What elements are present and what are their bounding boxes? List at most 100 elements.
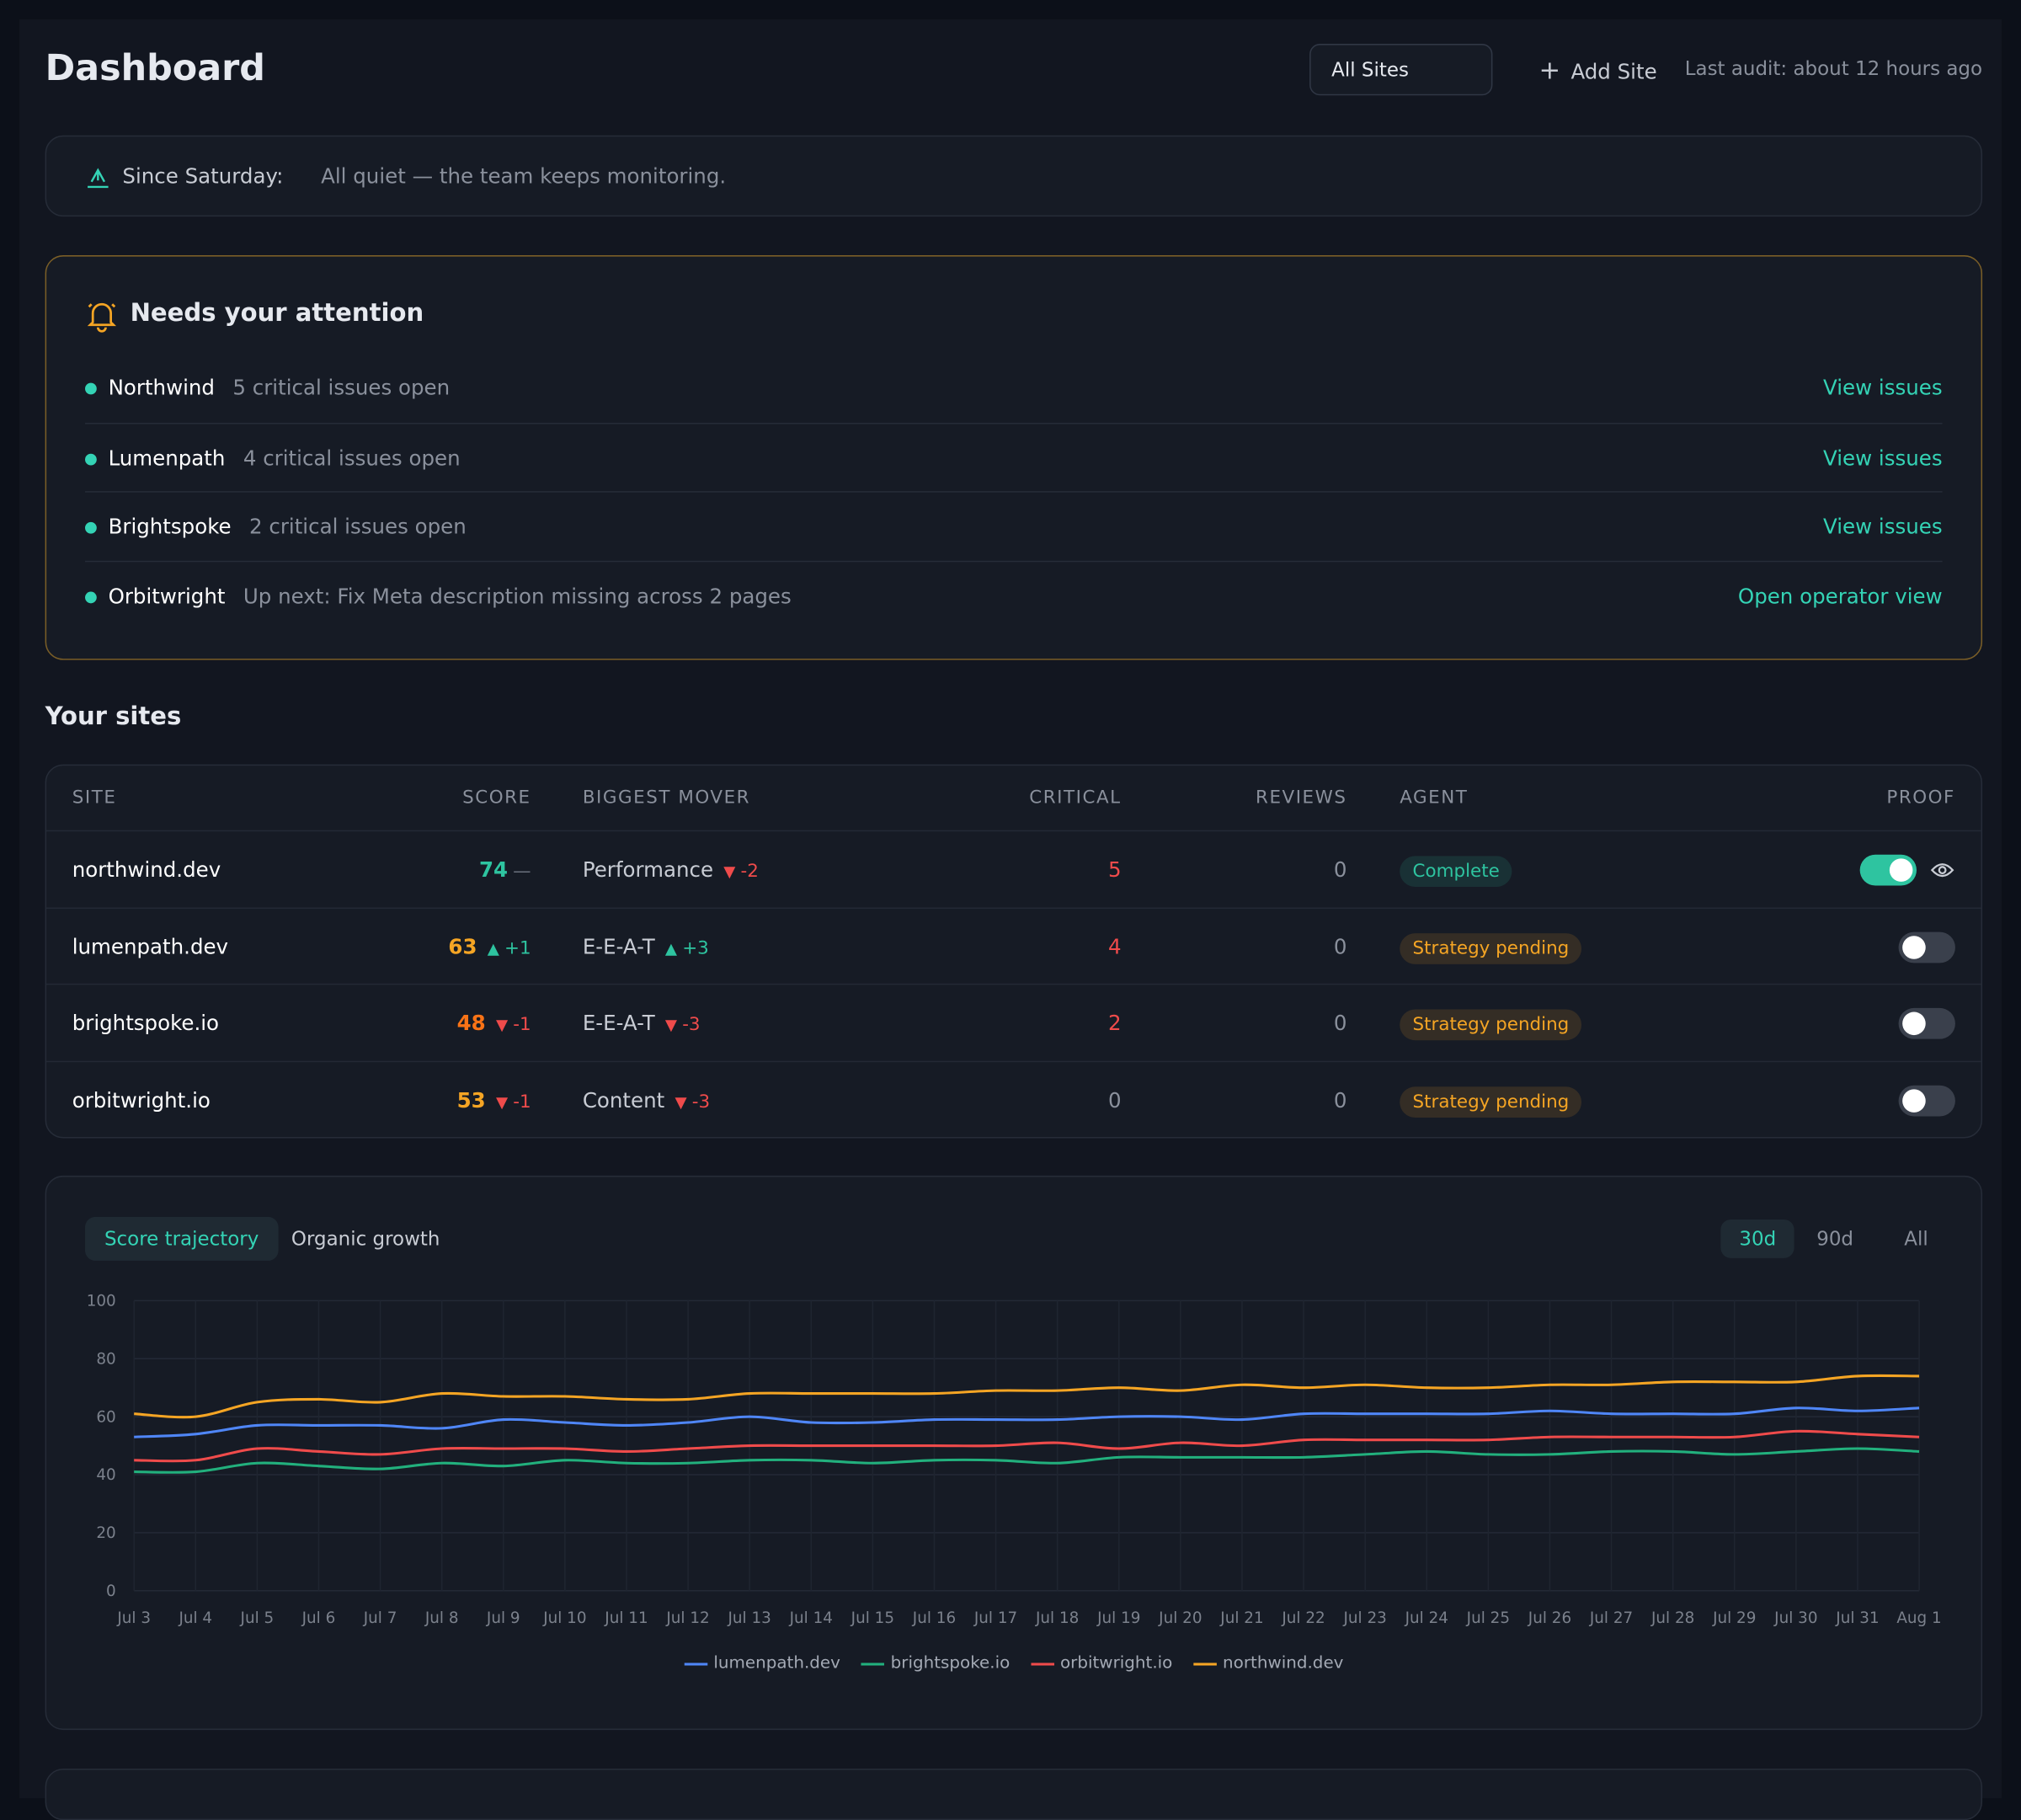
legend-label: northwind.dev — [1223, 1653, 1344, 1673]
critical: 5 — [1108, 857, 1122, 882]
score: 53 — [456, 1087, 486, 1113]
y-tick-label: 0 — [106, 1582, 116, 1600]
column-header: SCORE — [462, 787, 531, 809]
delta-arrow: ▲ — [664, 939, 678, 958]
view-proof-icon[interactable] — [1929, 857, 1955, 883]
page-title: Dashboard — [45, 46, 265, 89]
next-card — [45, 1768, 1983, 1820]
attention-site: Northwind — [108, 375, 215, 400]
site-row: northwind.dev 74— Performance ▼ -2 5 0 Complete — [46, 830, 1981, 909]
series-line — [134, 1406, 1920, 1438]
attention-action[interactable]: View issues — [1823, 375, 1943, 400]
column-header: CRITICAL — [1029, 787, 1122, 809]
chart-tab[interactable]: Organic growth — [291, 1227, 440, 1251]
bell-icon — [87, 302, 117, 333]
site-select[interactable]: All Sites — [1309, 44, 1493, 96]
x-tick-label: Jul 21 — [1219, 1609, 1263, 1627]
x-tick-label: Jul 18 — [1035, 1609, 1079, 1627]
score-delta: — — [513, 861, 531, 882]
reviews: 0 — [1333, 1010, 1347, 1036]
site-name: lumenpath.dev — [72, 933, 229, 959]
x-tick-label: Jul 11 — [604, 1609, 648, 1627]
attention-action[interactable]: Open operator view — [1737, 583, 1943, 608]
add-site-button[interactable]: + Add Site — [1539, 54, 1657, 85]
eye-pupil — [1938, 866, 1947, 875]
reviews: 0 — [1333, 857, 1347, 882]
x-tick-label: Jul 24 — [1405, 1609, 1448, 1627]
since-icon — [88, 168, 109, 189]
score-cell: 48 ▼ -1 — [457, 985, 531, 1063]
score-delta: +1 — [504, 937, 531, 959]
mover-delta: +3 — [682, 937, 709, 959]
y-tick-label: 60 — [96, 1408, 115, 1426]
x-tick-label: Jul 27 — [1589, 1609, 1633, 1627]
mover-cell: Performance ▼ -2 — [583, 831, 759, 910]
legend-swatch — [861, 1662, 884, 1665]
attention-message: 4 critical issues open — [243, 445, 461, 470]
attention-message: 5 critical issues open — [232, 375, 451, 400]
toggle-knob — [1902, 1088, 1926, 1113]
agent-cell: Strategy pending — [1400, 985, 1582, 1062]
column-header: REVIEWS — [1256, 787, 1347, 809]
column-header: PROOF — [1886, 787, 1955, 809]
critical: 2 — [1108, 1010, 1122, 1036]
proof-toggle[interactable] — [1898, 1007, 1955, 1039]
status-dot — [85, 521, 97, 534]
add-site-label: Add Site — [1570, 59, 1657, 84]
attention-action[interactable]: View issues — [1823, 445, 1943, 470]
x-tick-label: Jul 25 — [1466, 1609, 1510, 1627]
range-button[interactable]: 90d — [1816, 1227, 1854, 1251]
site-row: orbitwright.io 53 ▼ -1 Content ▼ -3 0 0 Strategy … — [46, 1059, 1981, 1140]
delta-arrow: ▼ — [495, 1016, 509, 1034]
attention-message: Up next: Fix Meta description missing ac… — [243, 583, 792, 608]
x-tick-label: Jul 30 — [1773, 1609, 1817, 1627]
score: 48 — [456, 1010, 486, 1036]
mover: Performance — [582, 857, 714, 882]
score-cell: 74— — [479, 831, 531, 910]
range-button[interactable]: All — [1904, 1227, 1928, 1251]
x-tick-label: Jul 23 — [1342, 1609, 1386, 1627]
proof-toggle[interactable] — [1898, 931, 1955, 963]
attention-item: Brightspoke 2 critical issues open View is… — [85, 491, 1943, 561]
x-tick-label: Jul 3 — [116, 1609, 151, 1627]
score: 63 — [448, 933, 477, 959]
agent-status: Strategy pending — [1400, 932, 1582, 964]
last-audit: Last audit: about 12 hours ago — [1684, 56, 1983, 80]
attention-site: Brightspoke — [108, 514, 232, 539]
status-dot — [85, 382, 97, 395]
page: Dashboard {"header":{"title":"Dashboard"… — [45, 44, 1983, 1820]
column-header: BIGGEST MOVER — [582, 787, 751, 809]
range-button[interactable]: 30d — [1720, 1219, 1794, 1258]
chart-tab[interactable]: Score trajectory — [85, 1216, 279, 1261]
status-dot — [85, 590, 97, 603]
eye-shape — [1930, 863, 1954, 878]
proof-toggle[interactable] — [1898, 1084, 1955, 1116]
column-header: SITE — [72, 787, 117, 809]
critical: 0 — [1108, 1087, 1122, 1113]
attention-card: Needs your attention Northwind 5 critical… — [45, 255, 1983, 660]
attention-site: Lumenpath — [108, 445, 226, 470]
legend: lumenpath.dev brightspoke.io orbitwright.i… — [46, 1654, 1981, 1673]
legend-label: orbitwright.io — [1059, 1653, 1173, 1673]
x-tick-label: Jul 10 — [542, 1609, 586, 1627]
agent-status: Complete — [1400, 856, 1513, 888]
sites-title: Your sites — [45, 702, 182, 731]
y-tick-label: 80 — [96, 1350, 115, 1368]
mover: Content — [582, 1087, 665, 1113]
since-label: Since Saturday: — [122, 163, 284, 189]
agent-cell: Complete — [1400, 831, 1513, 909]
series-line — [134, 1374, 1920, 1419]
x-tick-label: Jul 4 — [178, 1609, 212, 1627]
legend-item: northwind.dev — [1192, 1653, 1344, 1673]
since-message: All quiet — the team keeps monitoring. — [321, 163, 727, 189]
x-tick-label: Jul 13 — [727, 1609, 771, 1627]
x-tick-label: Jul 22 — [1281, 1609, 1325, 1627]
delta-arrow: ▲ — [487, 939, 499, 958]
app: Dashboard All Sites + Add Site Last audit… — [45, 44, 1983, 1820]
attention-action[interactable]: View issues — [1823, 514, 1943, 539]
chart-card: 0 20 40 60 80 100 Jul 3 Jul 4 Jul 5 Jul 6 Jul 7 Jul… — [45, 1175, 1983, 1731]
proof-toggle[interactable] — [1859, 854, 1917, 886]
attention-site: Orbitwright — [108, 583, 226, 608]
score-cell: 53 ▼ -1 — [457, 1061, 531, 1140]
x-tick-label: Jul 5 — [240, 1609, 275, 1627]
